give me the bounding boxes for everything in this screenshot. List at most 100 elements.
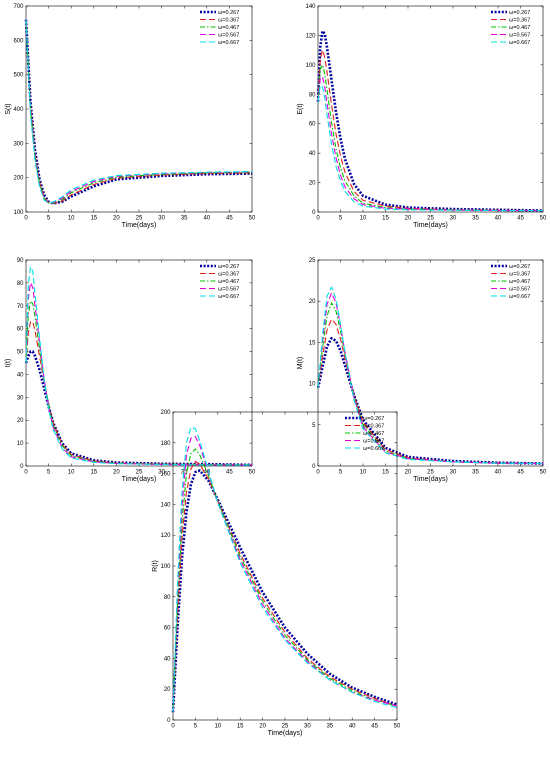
chart-panel-4: 0 5 10 15 20 25 30 35 40 45 5002040608010012014016… [152,410,401,737]
y-tick-label: 40 [164,656,171,662]
x-tick-label: 25 [282,724,289,730]
chart-panel-2: 0 5 10 15 20 25 30 35 40 45 50 0 10 20 30 40 50 60 70 80 90 T… [5,258,256,483]
series-line-0 [316,336,544,465]
y-tick-label: 20 [17,418,24,424]
series-line-4 [25,19,253,204]
series-line-4 [25,266,253,466]
legend-entry-0: ω=0.267 [363,416,384,422]
legend-entry-0: ω=0.267 [218,10,239,16]
series-line-0 [171,469,398,713]
y-axis-label: S(t) [5,103,12,114]
series-line-0 [316,29,544,212]
legend-entry-1: ω=0.367 [218,272,239,278]
x-tick-label: 15 [90,470,97,476]
x-tick-label: 30 [450,470,457,476]
y-tick-label: 90 [17,258,24,264]
y-tick-label: 700 [13,4,24,10]
y-tick-label: 140 [305,4,316,10]
x-tick-label: 10 [68,470,75,476]
y-tick-label: 30 [17,395,24,401]
x-tick-label: 0 [24,216,28,222]
legend-entry-0: ω=0.267 [509,10,530,16]
x-tick-label: 40 [495,470,502,476]
series-line-1 [317,49,544,212]
plot-area [172,411,398,721]
legend-entry-3: ω=0.567 [218,33,239,39]
x-tick-label: 15 [382,470,389,476]
x-tick-label: 15 [90,216,97,222]
legend-entry-2: ω=0.467 [509,25,530,31]
y-tick-label: 60 [309,122,316,128]
legend-entry-2: ω=0.467 [218,25,239,31]
y-tick-label: 0 [312,464,316,470]
y-tick-label: 5 [312,423,316,429]
x-tick-label: 10 [360,216,367,222]
chart-panel-0: 0 5 10 15 20 25 30 35 40 45 50 100 200 300 400 500 600 70… [5,4,256,229]
x-tick-label: 0 [316,470,320,476]
x-tick-label: 45 [226,216,233,222]
y-tick-label: 300 [13,141,24,147]
x-tick-label: 40 [495,216,502,222]
series-line-0 [24,19,253,205]
y-tick-label: 25 [309,258,316,264]
legend-entry-2: ω=0.467 [509,279,530,285]
y-tick-label: 60 [17,327,24,333]
legend-entry-4: ω=0.667 [218,294,239,300]
x-tick-label: 50 [540,470,547,476]
x-tick-label: 50 [540,216,547,222]
y-tick-label: 180 [160,441,171,447]
legend-entry-4: ω=0.667 [509,40,530,46]
x-tick-label: 35 [472,216,479,222]
y-tick-label: 0 [312,210,316,216]
series-line-2 [25,19,253,204]
x-tick-label: 10 [360,470,367,476]
y-tick-label: 600 [13,38,24,44]
series-line-4 [172,426,398,713]
y-tick-label: 100 [13,210,24,216]
x-axis-label: Time(days) [122,476,157,483]
legend-entry-1: ω=0.367 [509,272,530,278]
x-tick-label: 10 [68,216,75,222]
x-tick-label: 5 [339,216,343,222]
y-tick-label: 100 [160,564,171,570]
x-tick-label: 0 [171,724,175,730]
x-tick-label: 40 [349,724,356,730]
legend-entry-3: ω=0.567 [509,287,530,293]
legend-entry-2: ω=0.467 [363,431,384,437]
series-line-2 [317,302,544,465]
y-tick-label: 100 [305,63,316,69]
legend-entry-3: ω=0.567 [509,33,530,39]
x-tick-label: 25 [136,470,143,476]
legend-entry-4: ω=0.667 [509,294,530,300]
series-line-3 [317,76,543,212]
x-tick-label: 5 [194,724,198,730]
x-tick-label: 30 [158,216,165,222]
series-line-1 [25,19,253,205]
x-axis-label: Time(days) [122,222,157,229]
y-tick-label: 0 [20,464,24,470]
y-tick-label: 70 [17,304,24,310]
y-tick-label: 80 [309,92,316,98]
y-tick-label: 160 [160,472,171,478]
x-tick-label: 20 [405,216,412,222]
y-tick-label: 140 [160,502,171,508]
x-tick-label: 25 [427,216,434,222]
x-tick-label: 30 [158,470,165,476]
legend-entry-1: ω=0.367 [363,424,384,430]
legend-entry-0: ω=0.267 [509,264,530,270]
legend-entry-4: ω=0.667 [218,40,239,46]
legend-entry-0: ω=0.267 [218,264,239,270]
x-tick-label: 20 [405,470,412,476]
x-tick-label: 20 [113,216,120,222]
x-tick-label: 0 [24,470,28,476]
series-line-3 [25,19,253,204]
y-tick-label: 120 [160,533,171,539]
series-line-2 [25,300,253,466]
y-tick-label: 15 [309,340,316,346]
x-tick-label: 50 [249,470,256,476]
y-tick-label: 0 [167,718,171,724]
